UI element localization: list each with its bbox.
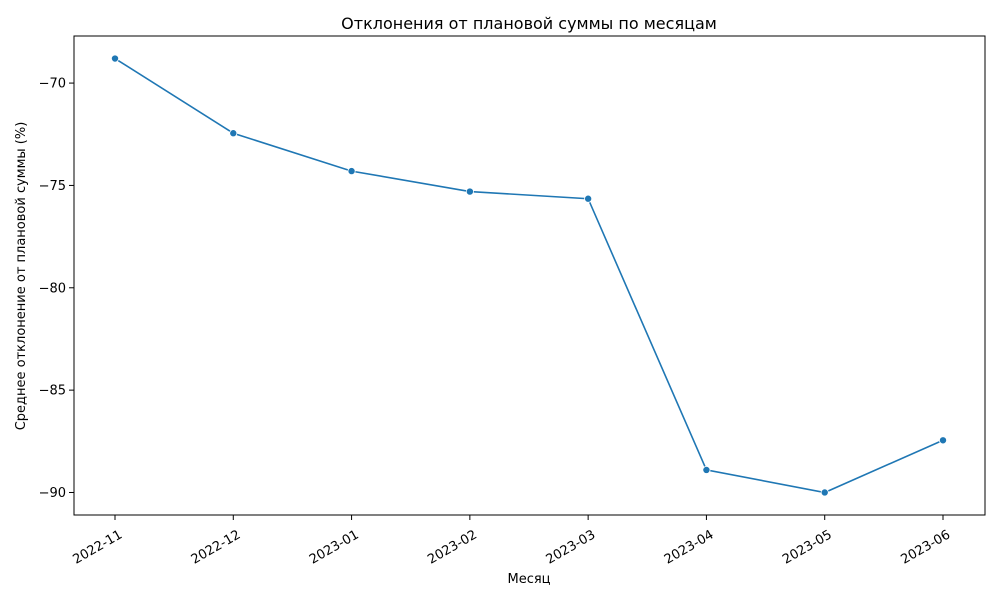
series-layer xyxy=(111,54,948,497)
x-axis-title: Месяц xyxy=(507,572,550,587)
data-point xyxy=(584,194,593,203)
data-point xyxy=(229,129,238,138)
data-point xyxy=(347,167,356,176)
y-tick-label: −75 xyxy=(39,179,66,194)
data-point xyxy=(702,465,711,474)
y-tick-label: −80 xyxy=(39,281,66,296)
y-axis-title: Среднее отклонение от плановой суммы (%) xyxy=(14,122,29,431)
y-tick-label: −70 xyxy=(39,77,66,92)
plot-area-frame xyxy=(73,35,986,516)
y-tick-label: −85 xyxy=(39,384,66,399)
data-point xyxy=(820,488,829,497)
y-axis: −70 −75 −80 −85 −90 xyxy=(39,77,74,501)
series-line xyxy=(114,57,944,494)
chart-title: Отклонения от плановой суммы по месяцам xyxy=(341,14,717,33)
data-point xyxy=(465,187,474,196)
data-point xyxy=(939,436,948,445)
y-tick-label: −90 xyxy=(39,486,66,501)
data-point xyxy=(111,54,120,63)
